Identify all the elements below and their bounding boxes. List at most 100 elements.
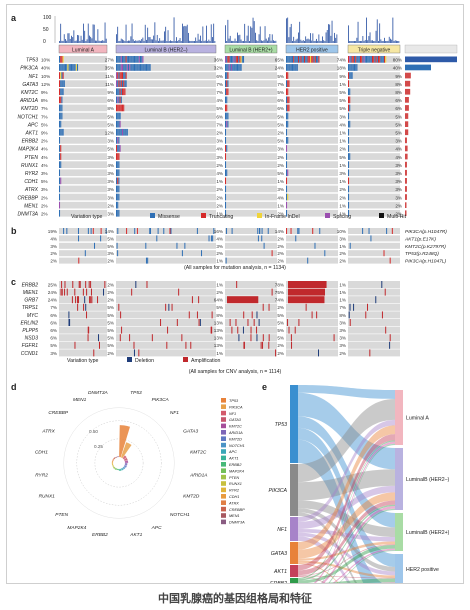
cnv-mark <box>238 334 240 342</box>
mutation-mark <box>120 64 122 71</box>
oncoprint-cell-bg <box>59 161 107 168</box>
gene-total-pct: 40% <box>393 66 402 71</box>
mutation-mark <box>118 64 120 71</box>
tmb-bar <box>209 41 211 43</box>
tmb-bar <box>168 40 170 43</box>
gene-total-pct: 6% <box>395 106 402 111</box>
tmb-bar <box>367 40 369 43</box>
mutation-mark <box>226 120 228 128</box>
mutation-mark <box>240 64 242 71</box>
mutation-mark <box>289 64 291 71</box>
oncoprint-row <box>348 104 400 112</box>
mutation-mark <box>225 169 227 177</box>
cnv-mark <box>318 349 320 357</box>
tmb-bars-lumb <box>116 17 216 43</box>
oncoprint-cell-bg <box>225 137 277 144</box>
mutation-mark <box>348 193 350 201</box>
cnv-mark <box>199 319 201 326</box>
mutation-mark <box>122 88 124 96</box>
hotspot-mark <box>261 235 263 242</box>
oncoprint-row <box>225 56 277 63</box>
tmb-bars-her2p <box>286 17 338 43</box>
gene-total-pct: 2% <box>395 203 402 208</box>
cnv-mark <box>236 281 238 288</box>
mutation-mark <box>287 56 289 63</box>
cnv-pct: 74% <box>275 298 284 303</box>
tmb-bar <box>185 26 187 43</box>
mutation-mark <box>240 56 242 63</box>
cnv-pct: 13% <box>214 336 223 341</box>
cnv-mark <box>168 303 170 311</box>
sankey-node-subtype <box>395 513 403 551</box>
tmb-bar <box>323 40 325 43</box>
oncoprint-cell-bg <box>286 88 338 96</box>
oncoprint-cell-bg <box>116 80 216 87</box>
oncoprint-row <box>286 80 338 87</box>
mutation-mark <box>118 209 120 217</box>
mutation-mark <box>131 64 133 71</box>
oncoprint-row <box>59 193 107 201</box>
oncoprint-row <box>286 88 338 96</box>
radial-bar-PTEN <box>112 466 116 470</box>
oncoprint-cell-bg <box>348 201 400 209</box>
cnv-pct: 3% <box>50 351 57 356</box>
sankey-right-label: HER2 positive <box>406 567 439 573</box>
radial-label-RUNX1: RUNX1 <box>39 494 56 500</box>
tmb-bar <box>153 35 155 43</box>
radial-legend-label: APC <box>228 450 237 454</box>
mutation-mark <box>286 177 288 185</box>
tmb-bar <box>329 24 331 43</box>
tmb-bar <box>317 40 319 43</box>
mutation-mark <box>118 153 120 160</box>
oncoprint-row <box>225 96 277 104</box>
mutation-mark <box>118 88 120 96</box>
tmb-bar <box>286 18 287 43</box>
mutation-mark <box>66 64 68 71</box>
mutation-mark <box>59 120 61 128</box>
tmb-bar <box>203 40 205 43</box>
gene-pct: 7% <box>41 114 48 119</box>
tmb-bar <box>129 40 131 43</box>
gene-pct: 7% <box>216 90 223 95</box>
mutation-mark <box>117 137 119 144</box>
cnv-mark <box>381 311 383 319</box>
radial-legend-label: MEN1 <box>229 514 240 518</box>
gene-total-bar <box>405 80 411 87</box>
mutation-mark <box>60 112 62 120</box>
hotspot-cell-bg <box>116 257 216 264</box>
cnv-pct: 3% <box>339 343 346 348</box>
cnv-gene-label-GRB7: GRB7 <box>24 298 38 304</box>
mutation-mark <box>363 56 365 63</box>
tmb-bar <box>131 23 133 43</box>
hotspot-mark <box>314 242 316 249</box>
mutation-mark <box>117 104 119 112</box>
oncoprint-row <box>286 112 338 120</box>
mutation-mark <box>349 88 351 96</box>
cnv-cell-bg <box>59 326 107 334</box>
tmb-bar <box>118 40 120 43</box>
gene-pct: 1% <box>339 212 346 217</box>
mutation-mark <box>241 56 243 63</box>
cnv-pct: 5% <box>107 336 114 341</box>
cnv-pct: 3% <box>339 320 346 325</box>
oncoprint-row <box>348 193 400 201</box>
oncoprint-cell-bg <box>116 137 216 144</box>
oncoprint-row <box>59 56 107 63</box>
oncoprint-cell-bg <box>286 72 338 79</box>
gene-pct: 2% <box>41 195 48 200</box>
tmb-bar <box>307 38 309 43</box>
hotspot-mark <box>147 257 149 264</box>
oncoprint-row <box>348 128 400 136</box>
tmb-bar <box>324 40 326 43</box>
mutation-mark <box>116 137 118 144</box>
oncoprint-cell-bg <box>348 193 400 201</box>
radial-legend-label: DNMT3A <box>229 521 245 525</box>
hotspot-mark <box>295 235 297 242</box>
cnv-mark <box>333 334 335 342</box>
tmb-bar <box>322 36 323 43</box>
hotspot-mark <box>319 228 321 234</box>
oncoprint-row <box>286 153 338 160</box>
cnv-mark <box>256 334 258 342</box>
oncoprint-row <box>348 177 400 185</box>
mutation-mark <box>348 56 350 63</box>
